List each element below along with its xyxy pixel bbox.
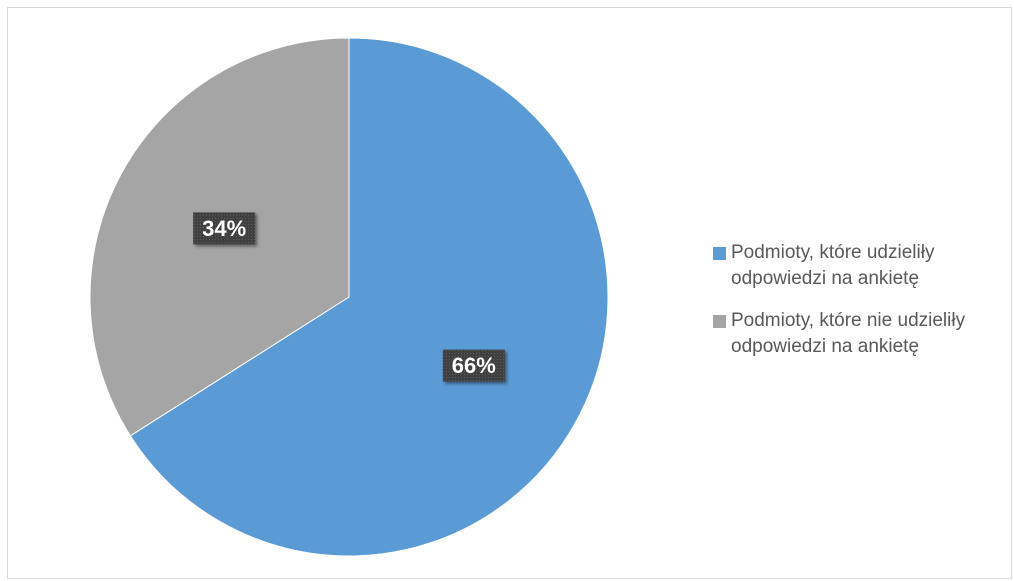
svg-text:66%: 66%	[452, 353, 496, 378]
pie-slice-responded	[129, 37, 609, 557]
legend-item: Podmioty, które nie udzieliły odpowiedzi…	[713, 308, 1013, 360]
svg-text:34%: 34%	[202, 216, 246, 241]
pie-chart: 66% 34%	[89, 37, 609, 557]
legend-item: Podmioty, które udzieliły odpowiedzi na …	[713, 240, 1013, 292]
legend-label-responded: Podmioty, które udzieliły odpowiedzi na …	[731, 242, 935, 289]
legend-label-not-responded: Podmioty, które nie udzieliły odpowiedzi…	[731, 310, 966, 357]
legend-swatch-responded	[713, 247, 726, 260]
chart-area: 66% 34% Podmioty, które udzieliły odpowie…	[7, 7, 1012, 579]
legend: Podmioty, które udzieliły odpowiedzi na …	[713, 240, 1013, 376]
legend-swatch-not-responded	[713, 315, 726, 328]
data-label-not-responded: 34%	[193, 212, 256, 245]
data-label-responded: 66%	[442, 349, 505, 382]
